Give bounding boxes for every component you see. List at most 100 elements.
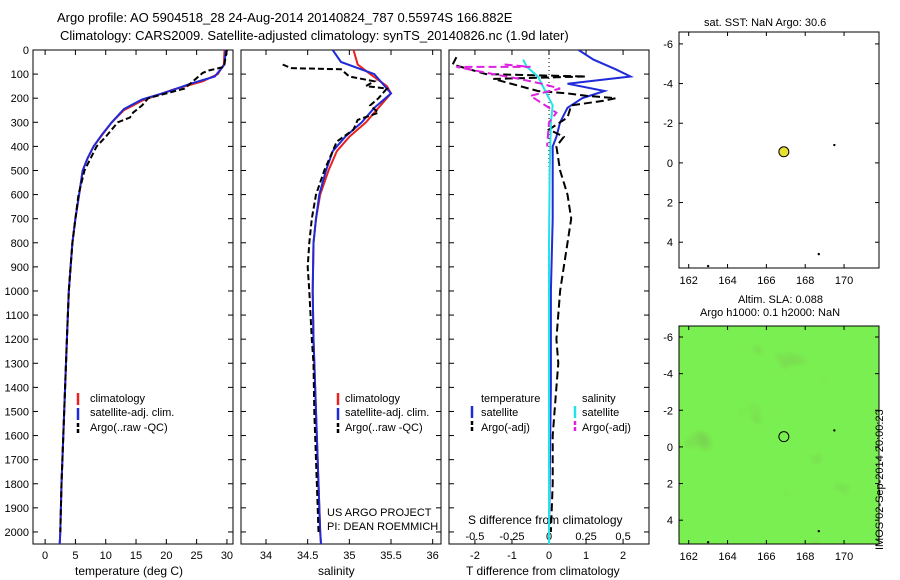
x-tick-label: 20 [160,550,172,562]
map-x-tick-label: 170 [835,275,853,287]
y-tick-label: 1900 [5,503,29,515]
salinity-annotation-project: US ARGO PROJECT [327,507,432,519]
map-x-tick-label: 168 [796,275,814,287]
minor-point [833,143,836,147]
x-tick-label: 0 [546,550,552,562]
difference-legend: temperature salinity satellite Argo(-adj… [470,393,631,434]
minor-point [706,540,710,544]
y-tick-label: 600 [11,190,29,202]
sla-map-panel [678,325,880,545]
map-x-tick-label: 162 [680,551,698,563]
map-x-tick-label: 168 [796,551,814,563]
diff-legend-sal-sat: satellite [582,407,619,419]
y-tick-label: 1300 [5,358,29,370]
y-tick-label: 400 [11,141,29,153]
minor-point [817,529,821,533]
x2-tick-label: -0.5 [465,531,484,543]
y-tick-label: 0 [23,45,29,57]
y-tick-label: 1200 [5,334,29,346]
x-tick-label: 35 [343,550,355,562]
map-y-tick-label: -4 [663,369,673,381]
temperature-legend: climatology satellite-adj. clim. Argo(..… [76,393,174,435]
temperature-xlabel: temperature (deg C) [75,564,183,578]
y-tick-label: 1800 [5,479,29,491]
map-y-tick-label: -6 [663,332,673,344]
x-tick-label: 34.5 [297,550,318,562]
y-tick-label: 100 [11,69,29,81]
sal-legend-climatology: climatology [345,393,401,405]
temperature-panel [32,49,234,545]
figure-title-line1: Argo profile: AO 5904518_28 24-Aug-2014 … [57,10,513,25]
sst-map-title: sat. SST: NaN Argo: 30.6 [704,17,826,29]
series-line [451,56,616,533]
map-x-tick-label: 166 [757,551,775,563]
series-line [456,63,561,147]
temp-legend-argo: Argo(..raw -QC) [90,422,168,434]
series-line [522,59,554,544]
y-tick-label: 700 [11,214,29,226]
series-group [282,50,393,544]
salinity-annotation-pi: PI: DEAN ROEMMICH [327,521,438,533]
y-tick-label: 300 [11,117,29,129]
argo-location-marker [778,431,790,443]
map-y-tick-label: 2 [667,198,673,210]
y-tick-label: 1600 [5,431,29,443]
diff-legend-temp-argo: Argo(-adj) [481,422,530,434]
x-tick-label: 25 [191,550,203,562]
y-tick-label: 1000 [5,286,29,298]
argo-location-marker [778,146,790,158]
map-y-tick-label: -2 [663,118,673,130]
series-line [59,50,228,533]
temp-legend-satellite: satellite-adj. clim. [90,407,174,419]
map-y-tick-label: 0 [667,158,673,170]
x-tick-label: 34 [260,550,272,562]
minor-point [706,264,710,268]
x-tick-label: 0 [42,550,48,562]
map-y-tick-label: -2 [663,405,673,417]
x-tick-label: 1 [583,550,589,562]
map-x-tick-label: 164 [718,275,736,287]
sla-map-title: Altim. SLA: 0.088 [738,294,823,306]
sal-legend-satellite: satellite-adj. clim. [345,407,429,419]
difference-xlabel: T difference from climatology [466,564,620,578]
y-tick-label: 1700 [5,455,29,467]
salinity-legend: climatology satellite-adj. clim. Argo(..… [336,393,429,435]
diff-legend-temperature-header: temperature [481,393,540,405]
x-tick-label: -1 [507,550,517,562]
y-tick-label: 800 [11,238,29,250]
series-line [311,50,393,544]
minor-point [817,252,821,256]
x-tick-label: 10 [100,550,112,562]
y-tick-label: 200 [11,93,29,105]
temp-legend-climatology: climatology [90,393,146,405]
y-tick-label: 1100 [5,310,29,322]
figure-title-line2: Climatology: CARS2009. Satellite-adjuste… [60,28,569,43]
x2-tick-label: 0.25 [575,531,596,543]
chart-marks: 0 5 10 15 20 25 300100200300400500600700800900… [5,32,879,563]
y-tick-label: 900 [11,262,29,274]
x-tick-label: 2 [620,550,626,562]
salinity-panel [240,49,442,545]
diff-legend-salinity-header: salinity [582,393,616,405]
map-x-tick-label: 162 [680,275,698,287]
map-x-tick-label: 164 [718,551,736,563]
x2-tick-label: 0.5 [615,531,630,543]
map-y-tick-label: -6 [663,39,673,51]
x-tick-label: -2 [470,550,480,562]
x2-tick-label: -0.25 [499,531,524,543]
series-group [451,50,635,544]
map-y-tick-label: 0 [667,442,673,454]
map-y-tick-label: 2 [667,479,673,491]
map-y-tick-label: 4 [667,237,673,249]
x-tick-label: 30 [221,550,233,562]
x-tick-label: 35.5 [380,550,401,562]
map-x-tick-label: 166 [757,275,775,287]
series-group [58,50,228,544]
imos-timestamp: IMOS 02-Sep-2014 20:00:23 [874,409,886,550]
y-tick-label: 1400 [5,382,29,394]
sla-map-subtitle: Argo h1000: 0.1 h2000: NaN [700,307,840,319]
y-tick-label: 500 [11,165,29,177]
y-tick-label: 1500 [5,406,29,418]
map-y-tick-label: -4 [663,79,673,91]
